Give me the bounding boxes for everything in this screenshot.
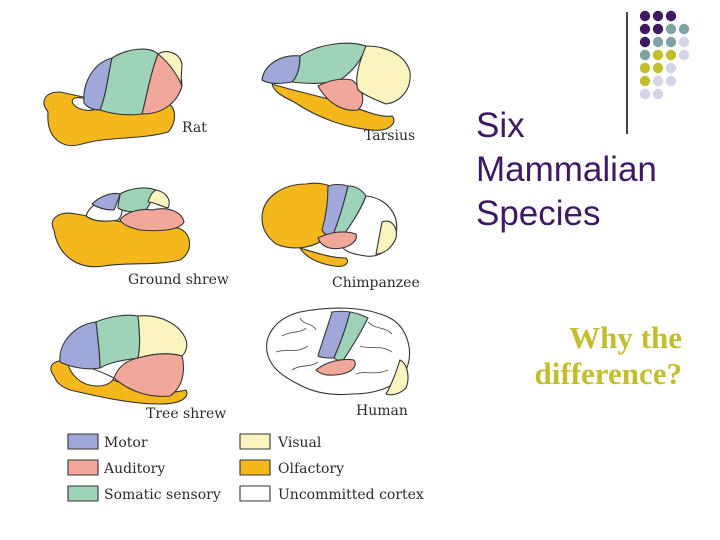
legend-swatch-uncommitted: [239, 485, 271, 502]
decorative-dot: [639, 36, 651, 48]
decorative-dot: [665, 62, 677, 74]
human-visual: [385, 359, 409, 396]
decorative-dot: [665, 49, 677, 61]
chimpanzee-visual: [375, 220, 397, 255]
ground-shrew-auditory: [119, 208, 185, 232]
legend-label-motor: Motor: [104, 435, 148, 451]
legend-label-somatic: Somatic sensory: [104, 487, 221, 503]
decorative-dot: [639, 62, 651, 74]
slide-subtitle-line: difference?: [534, 356, 682, 391]
decorative-dot: [652, 75, 664, 87]
human-auditory: [315, 358, 356, 376]
legend-swatch-olfactory: [239, 459, 271, 476]
decorative-dot: [678, 49, 690, 61]
slide-title-line: Species: [476, 194, 601, 233]
ground-shrew-motor: [91, 192, 121, 211]
ground-shrew-visual: [147, 189, 170, 209]
brain-ground-shrew: [51, 187, 191, 268]
decorative-dot: [652, 88, 664, 100]
human-gyri: [275, 317, 393, 375]
tarsius-somatic: [291, 42, 367, 84]
decorative-dot: [652, 23, 664, 35]
brain-human: [266, 307, 410, 396]
tree-shrew-auditory: [113, 353, 185, 397]
decorative-dot: [639, 49, 651, 61]
tarsius-auditory: [317, 78, 364, 111]
tree-shrew-visual: [137, 315, 188, 359]
decorative-dot: [639, 23, 651, 35]
decorative-dot: [665, 23, 677, 35]
decorative-dot: [652, 36, 664, 48]
slide-subtitle-line: Why the: [569, 320, 682, 355]
decorative-dot: [678, 36, 690, 48]
decorative-dot: [665, 10, 677, 22]
legend-swatch-auditory: [67, 459, 99, 476]
brain-tarsius: [261, 42, 411, 131]
decorative-dot: [652, 62, 664, 74]
legend-swatch-somatic: [67, 485, 99, 502]
decorative-dot: [639, 10, 651, 22]
legend-label-auditory: Auditory: [103, 461, 165, 477]
decorative-dot: [639, 75, 651, 87]
legend-swatch-visual: [239, 433, 271, 450]
legend-label-uncommitted: Uncommitted cortex: [278, 487, 424, 503]
slide-title-line: Mammalian: [476, 150, 657, 189]
legend-label-visual: Visual: [277, 435, 322, 451]
decorative-dot: [678, 23, 690, 35]
brain-chimpanzee: [261, 182, 398, 267]
decorative-dot: [639, 88, 651, 100]
label-rat: Rat: [182, 120, 207, 136]
chimpanzee-stem: [299, 247, 349, 267]
label-chimpanzee: Chimpanzee: [332, 275, 420, 291]
tarsius-visual: [356, 45, 411, 105]
slide-subtitle: Why the difference?: [480, 320, 682, 392]
legend-swatch-motor: [67, 433, 99, 450]
label-ground-shrew: Ground shrew: [128, 272, 229, 288]
rat-visual: [157, 51, 183, 87]
slide-title: Six Mammalian Species: [476, 104, 716, 236]
brain-comparison-figure: Rat Tarsius Ground shrew Chimpanzee Tree…: [43, 42, 424, 503]
slide-title-line: Six: [476, 106, 525, 145]
legend-label-olfactory: Olfactory: [278, 461, 344, 477]
decorative-dot: [665, 75, 677, 87]
decorative-dot: [665, 36, 677, 48]
label-tree-shrew: Tree shrew: [146, 406, 226, 422]
brain-rat: [43, 48, 183, 146]
label-human: Human: [356, 403, 408, 419]
decorative-dot-grid: [639, 10, 690, 100]
title-divider-line: [626, 12, 628, 134]
brain-tree-shrew: [50, 314, 188, 405]
tree-shrew-motor: [59, 321, 101, 370]
decorative-dot: [652, 10, 664, 22]
decorative-dot: [652, 49, 664, 61]
chimpanzee-auditory: [317, 231, 357, 250]
label-tarsius: Tarsius: [364, 128, 415, 144]
